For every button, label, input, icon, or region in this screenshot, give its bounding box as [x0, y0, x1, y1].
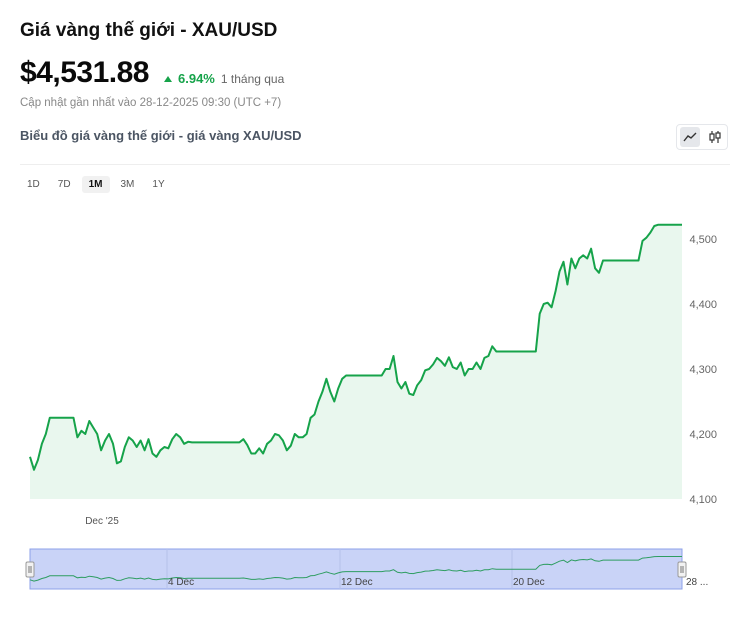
price-area — [30, 224, 682, 499]
chart-subtitle: Biểu đồ giá vàng thế giới - giá vàng XAU… — [20, 128, 302, 143]
divider — [20, 164, 730, 165]
range-1m[interactable]: 1M — [81, 176, 110, 193]
navigator-handle-right[interactable] — [677, 561, 687, 578]
y-tick-label: 4,300 — [689, 364, 717, 376]
current-price: $4,531.88 — [20, 56, 149, 89]
navigator-label: 28 ... — [686, 577, 708, 588]
last-updated: Cập nhật gần nhất vào 28-12-2025 09:30 (… — [20, 97, 282, 109]
page-title: Giá vàng thế giới - XAU/USD — [20, 20, 278, 41]
y-tick-label: 4,200 — [689, 429, 717, 441]
up-arrow-icon — [164, 75, 172, 82]
line-chart-icon[interactable] — [679, 127, 700, 147]
y-tick-label: 4,400 — [689, 299, 717, 311]
y-tick-label: 4,500 — [689, 234, 717, 246]
x-tick-label: Dec '25 — [85, 516, 119, 527]
y-tick-label: 4,100 — [689, 494, 717, 506]
change-period: 1 tháng qua — [220, 71, 285, 86]
range-3m[interactable]: 3M — [120, 179, 135, 190]
range-1d[interactable]: 1D — [27, 179, 40, 190]
navigator-handle-left[interactable] — [25, 561, 35, 578]
candlestick-icon[interactable] — [705, 127, 725, 147]
navigator-line — [29, 556, 682, 582]
range-selector: 1D 7D 1M 3M 1Y — [20, 176, 172, 193]
navigator-label: 20 Dec — [513, 577, 545, 588]
range-1y[interactable]: 1Y — [152, 179, 165, 190]
change-percent: 6.94% — [178, 71, 215, 86]
navigator-label: 12 Dec — [341, 577, 373, 588]
price-change: 6.94% 1 tháng qua — [164, 71, 284, 86]
navigator-label: 4 Dec — [168, 577, 194, 588]
range-7d[interactable]: 7D — [57, 179, 71, 190]
chart-type-toggle — [676, 124, 728, 150]
price-line — [29, 223, 682, 471]
